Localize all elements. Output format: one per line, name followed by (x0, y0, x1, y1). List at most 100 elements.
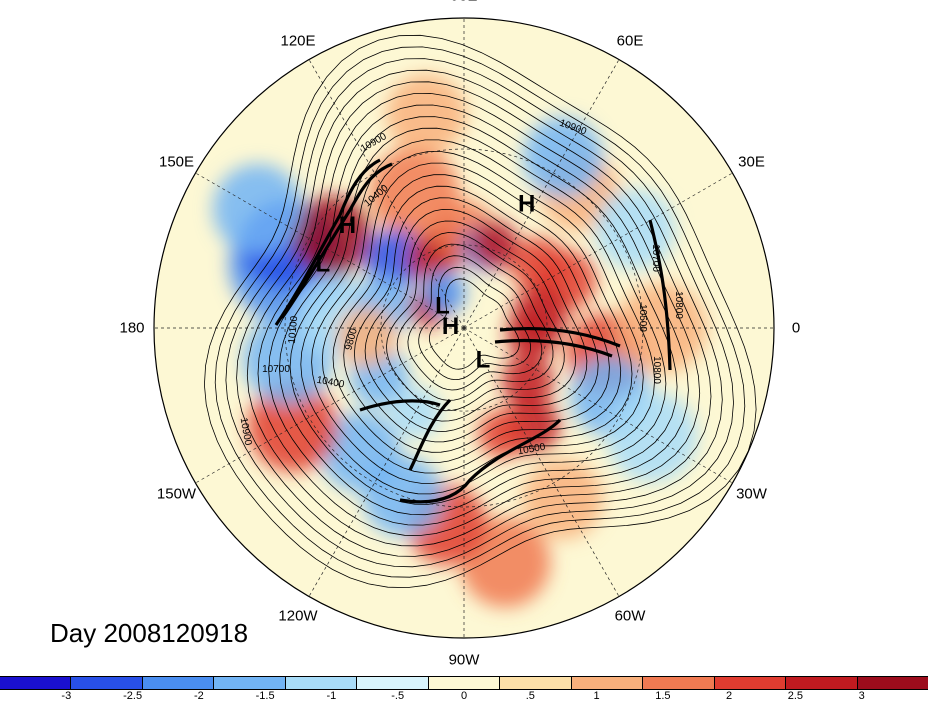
contour-label: 10700 (262, 364, 290, 375)
anomaly-patch (421, 270, 466, 315)
colorbar-bin (214, 677, 286, 689)
longitude-label: 120E (280, 32, 316, 49)
colorbar-bin (857, 677, 928, 689)
meridian-line (463, 327, 733, 484)
map-boundary (153, 17, 775, 639)
meridian-line (463, 172, 733, 329)
contour-label: 10400 (316, 375, 346, 391)
jet-streak (494, 338, 613, 358)
colorbar-bin (643, 677, 715, 689)
longitude-label: 150E (158, 153, 195, 171)
colorbar-tick-label: -2.5 (123, 690, 143, 702)
anomaly-patch (212, 164, 303, 255)
low-pressure-center: L (435, 293, 450, 320)
jet-streak (499, 326, 621, 348)
height-contour (214, 46, 746, 578)
height-contour (236, 69, 723, 557)
jet-streak (648, 219, 672, 371)
colorbar-tick-label: -1.5 (255, 690, 275, 702)
anomaly-patch (336, 306, 397, 367)
colorbar-bin (357, 677, 429, 689)
height-contour (364, 208, 588, 432)
low-pressure-center: L (315, 250, 330, 277)
colorbar-bin (786, 677, 858, 689)
height-contour (407, 255, 543, 391)
longitude-label: 120W (278, 607, 318, 624)
longitude-label: 60W (614, 607, 646, 624)
meridian-line (195, 327, 465, 484)
colorbar-tick-label: 3 (858, 690, 865, 702)
anomaly-patch (506, 307, 559, 360)
height-contour (396, 243, 554, 401)
longitude-label: 90W (448, 651, 480, 669)
colorbar-labels: -3 -2.5 -2 -1.5 -1 -.5 0 .5 1 1.5 2 2.5 3 (0, 690, 928, 702)
colorbar-bin (142, 677, 215, 689)
contour-label: 10800 (651, 356, 662, 384)
height-contour (300, 139, 656, 495)
height-contour (225, 58, 734, 568)
colorbar-bin (0, 677, 72, 689)
meridian-line (308, 59, 465, 329)
anomaly-patch (522, 459, 603, 540)
low-pressure-center: L (476, 346, 491, 373)
contour-label: 10800 (673, 291, 684, 319)
high-pressure-center: H (442, 313, 459, 340)
colorbar-tick-label: .5 (525, 690, 535, 702)
height-contour (203, 34, 757, 589)
colorbar-tick-label: -1 (326, 690, 337, 702)
height-contour (429, 278, 520, 370)
longitude-label: 90E (451, 0, 478, 5)
height-contour (418, 266, 531, 381)
colorbar-tick-label: -3 (61, 690, 72, 702)
height-contour (343, 185, 610, 453)
height-contour (246, 81, 712, 547)
contour-label: 10500 (517, 442, 547, 458)
anomaly-patch (369, 147, 460, 238)
longitude-label: 0 (791, 319, 801, 337)
height-contour (311, 151, 644, 484)
longitude-label: 30E (738, 153, 765, 171)
height-contour (332, 174, 622, 463)
height-contour (278, 116, 678, 516)
colorbar-tick-label: 2.5 (787, 690, 804, 702)
longitude-label: 150W (156, 485, 197, 503)
meridian-line (463, 59, 620, 329)
height-contour (268, 104, 689, 526)
jet-streak (359, 399, 441, 412)
anomaly-patch (291, 195, 372, 276)
colorbar-tick-label: -.5 (391, 690, 405, 702)
colorbar (0, 676, 928, 690)
anomaly-patch (386, 74, 467, 155)
parallel-line (284, 148, 644, 508)
colorbar-tick-label: -2 (194, 690, 204, 702)
longitude-label: 60E (616, 32, 644, 49)
contour-label: 10500 (637, 304, 648, 332)
jet-streaks (274, 158, 672, 504)
height-contours (203, 34, 757, 589)
meridian-line (195, 172, 465, 329)
jet-streak (274, 158, 381, 326)
contour-label: 10900 (238, 417, 254, 447)
colorbar-bin (714, 677, 787, 689)
date-title: Day 2008120918 (50, 618, 249, 648)
contour-label: 10100 (287, 315, 300, 344)
meridian-line (463, 327, 620, 597)
high-pressure-center: H (518, 190, 535, 217)
anomaly-patch (595, 189, 676, 270)
colorbar-tick-label: 1 (593, 690, 600, 702)
colorbar-tick-label: 1.5 (655, 690, 671, 702)
height-contour (353, 197, 599, 443)
height-contour (386, 232, 565, 412)
anomaly-patch (522, 116, 603, 197)
colorbar-bin (571, 677, 644, 689)
height-contour (257, 92, 701, 536)
colorbar-bin (71, 677, 143, 689)
colorbar-bin (428, 677, 501, 689)
anomaly-patch (501, 355, 554, 408)
jet-streak (408, 398, 452, 471)
colorbar-bin (285, 677, 358, 689)
height-contour (375, 220, 577, 422)
jet-streak (280, 162, 393, 319)
